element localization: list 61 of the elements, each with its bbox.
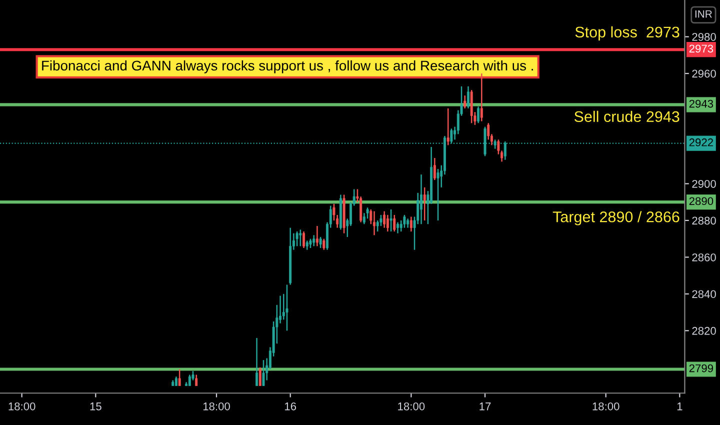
candlestick xyxy=(178,368,181,386)
y-tick-label: 2860 xyxy=(692,253,716,262)
y-tick-label: 2900 xyxy=(692,180,716,188)
candlestick xyxy=(390,208,392,232)
candlestick xyxy=(309,238,312,249)
x-tick-label: 16 xyxy=(285,402,296,410)
candlestick xyxy=(410,216,412,232)
candlestick xyxy=(188,374,191,386)
candlestick xyxy=(319,236,322,249)
candlestick xyxy=(195,374,198,386)
annotation: Target 2890 / 2866 xyxy=(552,211,680,226)
candlestick xyxy=(403,214,406,228)
candlestick xyxy=(393,214,396,232)
candlestick xyxy=(306,240,308,250)
candlestick xyxy=(406,218,410,228)
candlestick xyxy=(174,376,178,386)
x-tick-label: 18:00 xyxy=(592,402,620,410)
candlestick xyxy=(258,366,262,386)
candlestick xyxy=(383,210,386,228)
x-tick-label: 1 xyxy=(677,402,682,410)
candlestick xyxy=(477,106,480,124)
x-tick-label: 18:00 xyxy=(8,402,36,410)
candlestick xyxy=(464,94,466,110)
candlestick xyxy=(433,157,436,181)
annotation: Sell crude 2943 xyxy=(574,110,680,122)
candlestick xyxy=(470,89,473,124)
annotation: Stop loss 2973 xyxy=(575,26,680,41)
candlestick xyxy=(420,174,422,225)
candlestick xyxy=(302,230,306,249)
ref-line-label: 2943 xyxy=(689,100,714,108)
y-tick-label: 2980 xyxy=(692,33,716,41)
y-tick-label: 2960 xyxy=(692,70,716,78)
candlestick xyxy=(296,230,298,247)
candlestick xyxy=(466,86,470,110)
candlestick xyxy=(299,229,302,247)
candlestick xyxy=(316,225,318,247)
y-tick-label: 2820 xyxy=(692,326,716,335)
ref-line-label: 2973 xyxy=(689,44,714,53)
candlestick xyxy=(423,186,426,222)
candlestick xyxy=(396,222,399,234)
annotation: Fibonacci and GANN always rocks support us , follow us and Research with us . xyxy=(42,60,533,74)
candlestick xyxy=(480,72,483,122)
ref-line-label: 2799 xyxy=(689,364,714,372)
x-tick-label: 18:00 xyxy=(398,402,425,410)
y-axis-title: INR xyxy=(695,10,712,18)
candlestick xyxy=(446,108,450,146)
candlestick xyxy=(372,210,376,236)
ref-line-label: 2922 xyxy=(689,138,713,146)
candlestick xyxy=(436,168,440,222)
candlestick xyxy=(386,214,389,232)
candlestick xyxy=(262,359,265,386)
y-tick-label: 2840 xyxy=(692,290,716,298)
x-tick-label: 17 xyxy=(480,402,491,410)
x-tick-label: 18:00 xyxy=(203,402,230,410)
ref-line-label: 2890 xyxy=(689,197,714,206)
candlestick xyxy=(256,337,258,386)
candlestick xyxy=(312,234,316,247)
y-tick-label: 2880 xyxy=(692,216,716,225)
x-tick-label: 15 xyxy=(90,402,102,410)
candlestick xyxy=(286,284,288,332)
candlestick xyxy=(322,238,326,250)
